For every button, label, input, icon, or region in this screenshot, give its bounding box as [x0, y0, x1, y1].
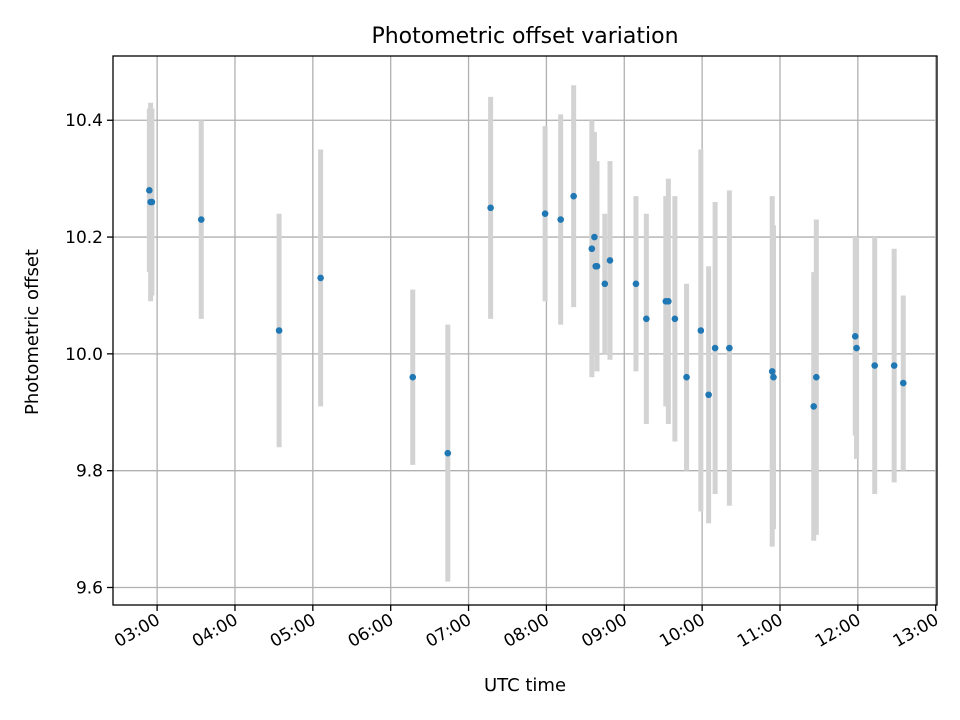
data-point: [557, 216, 564, 223]
y-tick-label: 10.4: [65, 111, 103, 131]
data-point: [601, 280, 609, 288]
data-point: [146, 187, 153, 194]
data-point: [588, 245, 596, 253]
data-point: [851, 333, 859, 340]
data-point: [665, 297, 672, 305]
data-point: [871, 362, 879, 369]
data-point: [632, 280, 640, 288]
data-point: [570, 192, 577, 200]
data-point: [317, 274, 324, 282]
data-point: [899, 379, 907, 387]
data-points: [146, 187, 907, 457]
chart-title: Photometric offset variation: [371, 24, 678, 49]
data-point: [711, 344, 719, 352]
data-point: [770, 373, 777, 381]
data-point: [487, 204, 494, 212]
data-point: [768, 368, 776, 375]
data-point: [683, 373, 690, 381]
data-point: [890, 362, 898, 369]
y-tick-label: 9.8: [76, 462, 103, 482]
y-tick-label: 9.6: [76, 578, 103, 598]
data-point: [813, 373, 820, 381]
data-point: [541, 210, 549, 217]
data-point: [593, 262, 601, 270]
data-point: [275, 327, 283, 334]
data-point: [810, 403, 818, 410]
plot-frame: [112, 55, 938, 606]
data-point: [726, 344, 733, 352]
data-point: [148, 198, 156, 206]
data-point: [853, 344, 860, 352]
data-point: [591, 233, 598, 241]
y-axis-label: Photometric offset: [22, 249, 43, 415]
data-point: [606, 257, 614, 264]
data-point: [671, 315, 679, 323]
data-point: [705, 391, 712, 399]
data-point: [444, 449, 452, 457]
data-point: [197, 216, 205, 223]
y-tick-label: 10.0: [65, 345, 103, 365]
y-tick-label: 10.2: [65, 228, 103, 248]
data-point: [409, 373, 417, 381]
data-point: [643, 315, 650, 323]
data-point: [697, 327, 705, 334]
x-axis-label: UTC time: [484, 675, 566, 696]
